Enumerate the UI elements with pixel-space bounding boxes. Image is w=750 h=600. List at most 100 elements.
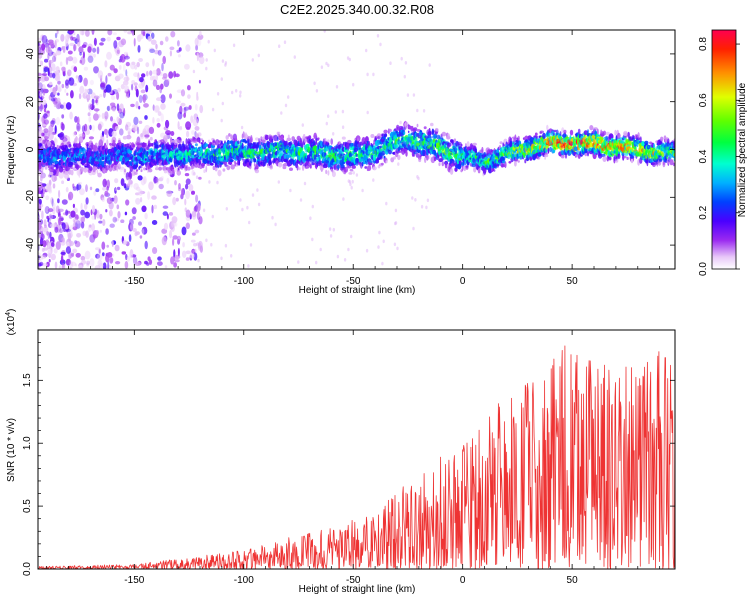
spectrogram-band-cell [644,140,649,145]
spectrogram-band-cell [396,126,399,130]
spectrogram-noise-blob [120,84,125,90]
spectrogram-noise-blob [122,240,128,245]
spectrogram-noise-blob [103,90,106,98]
spectrogram-noise-blob [38,129,44,134]
spectrogram-band-cell [385,160,388,164]
spectrogram-noise-blob [39,91,42,98]
spectrogram-noise-blob [72,56,78,64]
spectrogram-band-cell [254,169,260,174]
spectrogram-noise-blob [83,66,89,71]
spectrogram-noise-blob [157,256,162,261]
spectrogram-noise-blob [68,30,75,34]
spectrogram-noise-blob [154,49,160,55]
spectrogram-noise-blob [114,178,119,184]
spectrogram-noise-blob [193,243,198,247]
spectrogram-noise-blob [43,247,49,251]
spectrogram-noise-blob [135,197,141,205]
spectrogram-noise-blob [174,73,180,78]
spectrogram-noise-blob [91,124,95,132]
spectrogram-noise-blob [38,218,41,222]
spectrogram-noise-blob [216,180,219,185]
spectrogram-noise-blob [396,246,399,251]
spectrogram-band-cell [647,145,650,149]
spectrogram-noise-blob [138,120,143,125]
spectrogram-noise-blob [46,215,50,220]
spectrogram-noise-blob [144,212,148,220]
spectrogram-band-cell [230,134,234,140]
spectrogram-noise-blob [93,53,96,58]
spectrogram-noise-blob [100,82,105,88]
spectrogram-band-cell [160,139,165,143]
spectrogram-band-cell [148,168,153,173]
spectrogram-noise-blob [194,37,199,46]
spectrogram-noise-blob [123,51,129,56]
spectrogram-noise-blob [152,79,158,87]
spectrogram-noise-blob [172,235,178,240]
spectrogram-noise-blob [320,65,324,69]
spectrogram-noise-blob [38,258,41,262]
spectrogram-band-cell [144,144,148,151]
spectrogram-noise-blob [49,231,52,239]
spectrogram-band-cell [327,139,330,143]
spectrogram-noise-blob [256,188,259,192]
spectrogram-band-cell [410,126,414,130]
spectrogram-band-cell [38,137,41,143]
spectrogram-noise-blob [170,256,175,265]
spectrogram-noise-blob [97,123,102,131]
spectrogram-band-cell [477,168,481,174]
spectrogram-noise-blob [180,188,184,197]
spectrogram-noise-blob [65,246,71,254]
spectrogram-noise-blob [122,80,129,86]
spectrogram-noise-blob [155,84,161,91]
spectrogram-band-cell [273,134,278,142]
spectrogram-noise-blob [193,252,198,261]
spectrogram-noise-blob [163,79,170,88]
spectrogram-noise-blob [107,261,110,269]
spectrogram-noise-blob [350,185,353,190]
spectrogram-noise-blob [53,138,58,145]
spectrogram-noise-blob [131,61,136,66]
spectrogram-noise-blob [70,90,74,99]
spectrogram-noise-blob [114,218,120,222]
spectrogram-band-cell [431,128,435,135]
spectrogram-band-cell [359,141,363,146]
spectrogram-noise-blob [81,30,84,36]
spectrogram-band-cell [75,136,78,142]
spectrogram-noise-blob [221,101,224,106]
spectrogram-noise-blob [118,73,124,79]
spectrogram-band-cell [226,165,231,171]
spectrogram-noise-blob [50,223,56,228]
spectrogram-noise-blob [58,170,65,179]
spectrogram-noise-blob [163,222,169,230]
spectrogram-noise-blob [67,33,70,40]
spectrogram-noise-blob [99,94,103,98]
spectrogram-noise-blob [131,80,136,85]
spectrogram-band-cell [380,162,384,166]
spectrogram-noise-blob [78,264,84,269]
spectrogram-noise-blob [165,130,172,136]
spectrogram-noise-blob [123,55,130,60]
spectrogram-noise-blob [120,38,127,46]
spectrogram-band-cell [268,159,272,166]
spectrogram-noise-blob [54,54,57,62]
spectrogram-noise-blob [61,180,65,184]
spectrogram-noise-blob [201,35,204,39]
spectrogram-noise-blob [182,250,187,258]
spectrogram-band-cell [447,142,452,147]
spectrogram-noise-blob [125,61,130,67]
spectrogram-band-cell [597,152,603,159]
spectrogram-noise-blob [85,230,89,238]
spectrogram-band-cell [163,135,168,141]
spectrogram-noise-blob [91,205,96,213]
spectrogram-band-cell [331,171,336,178]
spectrogram-noise-blob [38,98,42,107]
spectrogram-noise-blob [366,72,369,77]
spectrogram-noise-blob [412,226,415,231]
spectrogram-noise-blob [341,125,345,129]
spectrogram-band-cell [138,145,143,148]
spectrogram-noise-blob [196,211,201,220]
spectrogram-band-cell [438,136,441,139]
spectrogram-band-cell [429,130,432,136]
spectrogram-noise-blob [348,57,351,62]
spectrogram-band-cell [299,167,301,171]
